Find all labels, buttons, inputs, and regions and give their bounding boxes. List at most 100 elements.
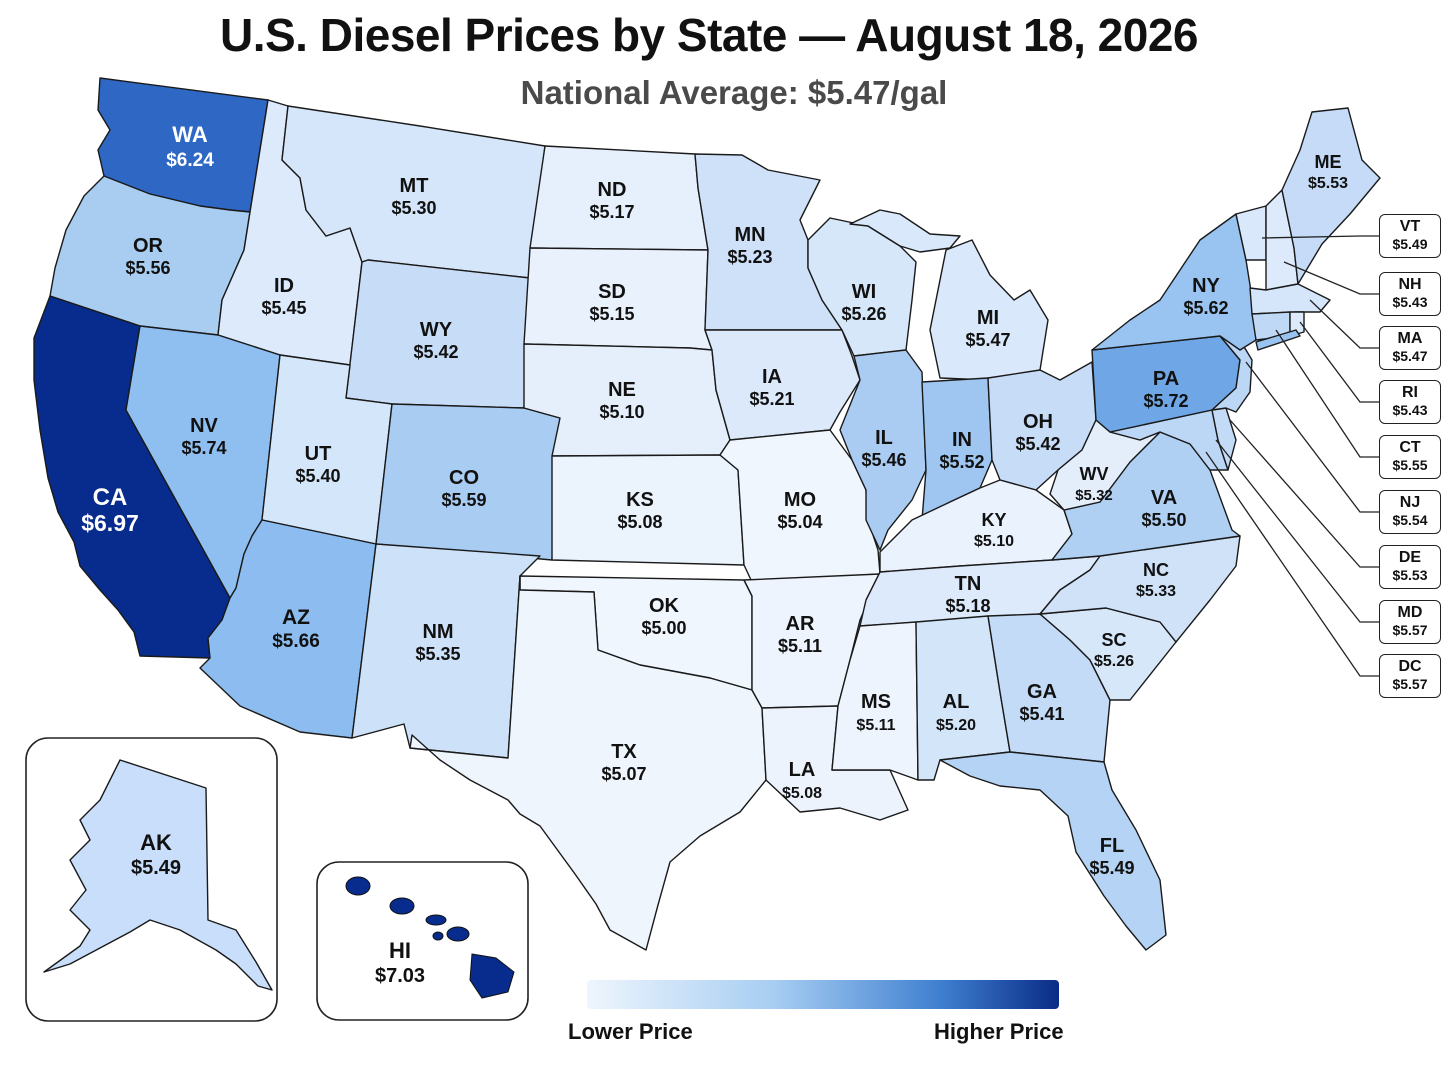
label-ks-price: $5.08 [617,512,662,532]
callout-ma[interactable]: MA $5.47 [1379,326,1441,370]
label-mt-abbr: MT [400,175,429,197]
label-pa-price: $5.72 [1143,391,1188,411]
callout-ct[interactable]: CT $5.55 [1379,435,1441,479]
callout-abbr: NJ [1399,494,1421,511]
label-wa-price: $6.24 [166,150,214,171]
label-il-abbr: IL [875,427,893,449]
callout-abbr: CT [1399,439,1421,456]
label-ga-abbr: GA [1027,681,1057,703]
label-co-price: $5.59 [441,490,486,510]
label-wi-price: $5.26 [841,304,886,324]
callout-abbr: DC [1398,658,1422,675]
callout-ri[interactable]: RI $5.43 [1379,380,1441,424]
label-ky-price: $5.10 [974,533,1014,550]
label-ks-abbr: KS [626,489,654,511]
label-ar-price: $5.11 [778,636,822,656]
label-id-abbr: ID [274,275,294,297]
callout-de[interactable]: DE $5.53 [1379,545,1441,589]
label-pa-abbr: PA [1153,368,1179,390]
label-mi-price: $5.47 [965,330,1010,350]
label-me-abbr: ME [1315,152,1342,172]
label-nc-abbr: NC [1143,560,1169,580]
label-sc-price: $5.26 [1094,653,1134,670]
label-mi-abbr: MI [977,307,999,329]
label-mo-price: $5.04 [777,512,822,532]
map-title: U.S. Diesel Prices by State — August 18,… [220,9,1199,61]
legend-low-label: Lower Price [568,1019,693,1044]
label-wi-abbr: WI [852,281,876,303]
label-in-abbr: IN [952,429,972,451]
label-tx-abbr: TX [611,741,637,763]
label-ak-price: $5.49 [131,857,181,879]
label-az-abbr: AZ [282,606,310,629]
callout-price: $5.57 [1392,622,1428,638]
callout-abbr: MA [1397,330,1423,347]
label-ny-price: $5.62 [1183,298,1228,318]
callout-price: $5.49 [1392,236,1428,252]
state-IL[interactable] [839,349,927,551]
state-AZ[interactable] [199,519,377,739]
state-MI-upper[interactable] [849,209,961,253]
state-AK[interactable] [43,759,273,991]
label-ia-price: $5.21 [749,389,794,409]
label-al-abbr: AL [943,691,970,713]
callout-abbr: VT [1399,218,1421,235]
label-ok-price: $5.00 [641,618,686,638]
callout-dc[interactable]: DC $5.57 [1379,654,1441,698]
state-TX[interactable] [409,575,767,951]
label-ms-price: $5.11 [856,717,895,734]
label-mn-abbr: MN [734,224,765,246]
label-oh-price: $5.42 [1015,434,1060,454]
state-MI[interactable] [929,239,1049,381]
label-va-abbr: VA [1151,487,1177,509]
label-va-price: $5.50 [1141,510,1186,530]
state-MT[interactable] [281,105,546,279]
state-HI[interactable] [345,876,515,999]
label-ut-abbr: UT [305,443,332,465]
callout-nj[interactable]: NJ $5.54 [1379,490,1441,534]
state-NJ[interactable] [1211,335,1253,413]
label-ny-abbr: NY [1192,275,1220,297]
label-or-abbr: OR [133,235,164,257]
callout-md[interactable]: MD $5.57 [1379,600,1441,644]
label-ms-abbr: MS [861,691,891,713]
label-in-price: $5.52 [939,452,984,472]
label-ky-abbr: KY [981,510,1006,530]
label-ca-abbr: CA [93,484,128,511]
label-hi-abbr: HI [389,938,411,963]
callout-nh[interactable]: NH $5.43 [1379,272,1441,316]
label-hi-price: $7.03 [375,965,425,987]
label-nd-abbr: ND [598,179,627,201]
label-mn-price: $5.23 [727,247,772,267]
state-MO[interactable] [719,429,881,583]
callout-abbr: NH [1398,276,1422,293]
callout-price: $5.54 [1392,512,1428,528]
label-wy-abbr: WY [420,319,453,341]
label-ne-price: $5.10 [599,402,644,422]
label-ia-abbr: IA [762,366,782,388]
callout-vt[interactable]: VT $5.49 [1379,214,1441,258]
label-ca-price: $6.97 [81,510,139,536]
state-FL[interactable] [939,751,1167,951]
map-subtitle: National Average: $5.47/gal [520,74,948,111]
legend-high-label: Higher Price [934,1019,1064,1044]
label-oh-abbr: OH [1023,411,1053,433]
callout-abbr: RI [1402,384,1418,401]
callout-abbr: DE [1398,549,1422,566]
label-mt-price: $5.30 [391,198,436,218]
label-la-abbr: LA [789,759,816,781]
callout-price: $5.47 [1392,348,1428,364]
callout-price: $5.57 [1392,676,1428,692]
label-co-abbr: CO [449,467,479,489]
callout-price: $5.55 [1392,457,1428,473]
label-id-price: $5.45 [261,298,306,318]
callout-abbr: MD [1397,604,1423,621]
label-wv-abbr: WV [1080,464,1109,484]
state-IA[interactable] [704,329,861,441]
label-fl-abbr: FL [1100,835,1124,857]
label-wv-price: $5.32 [1075,487,1113,504]
label-la-price: $5.08 [782,785,822,802]
label-nd-price: $5.17 [589,202,634,222]
label-ne-abbr: NE [608,379,636,401]
callout-price: $5.43 [1392,294,1428,310]
